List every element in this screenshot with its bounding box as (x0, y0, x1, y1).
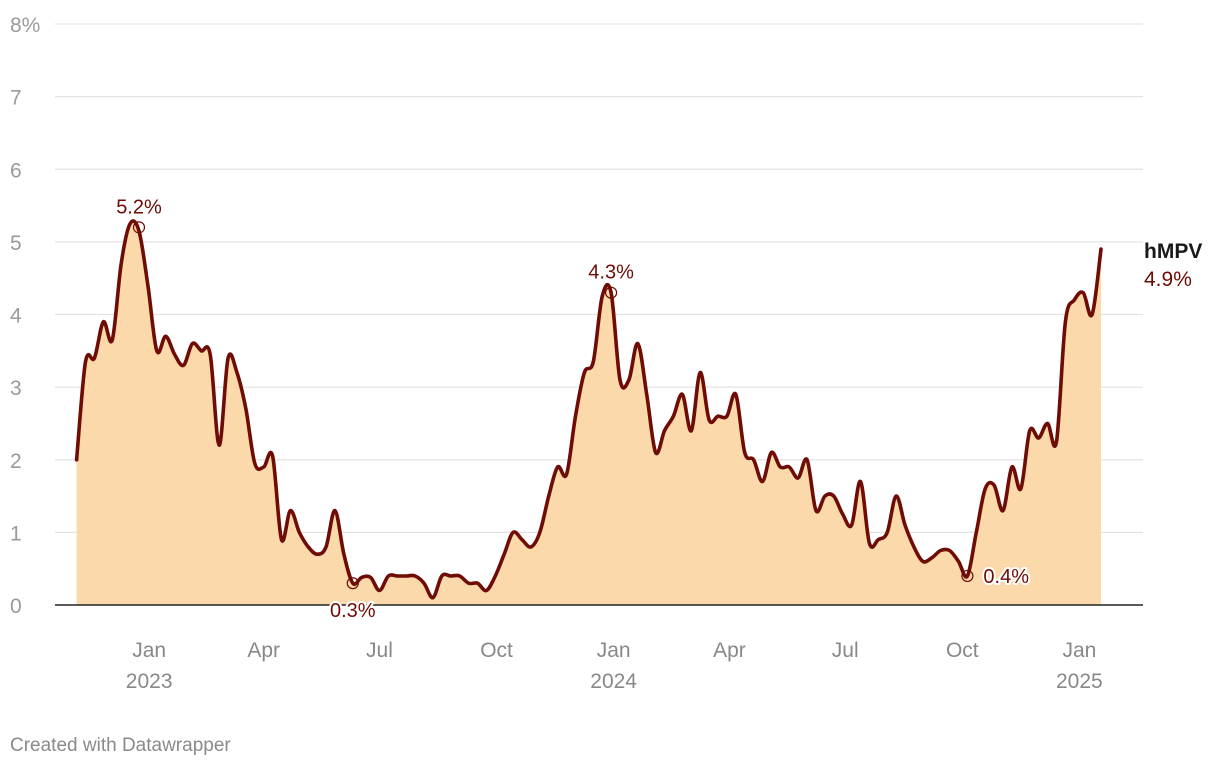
annotation-marker (604, 286, 618, 299)
y-axis-ticks: 0 1 2 3 4 5 6 7 8% (10, 14, 40, 618)
footer-credit: Created with Datawrapper (10, 735, 231, 756)
series-label-name: hMPV (1144, 240, 1202, 263)
y-tick-label: 4 (10, 305, 22, 328)
series-area-hmpv (76, 220, 1102, 606)
x-tick-label: Jan (597, 639, 631, 662)
series-line-hmpv (74, 219, 1103, 600)
y-tick-label: 5 (10, 232, 22, 255)
y-tick-label: 3 (10, 377, 22, 400)
annotations: 5.2% 0.3% 4.3% 0.4% (114, 194, 1031, 624)
y-tick-label: 0 (10, 595, 22, 618)
annotation-label: 4.3% (588, 262, 634, 284)
annotation-label: 0.4% (983, 566, 1029, 588)
x-tick-label: Jan (132, 639, 166, 662)
x-tick-year: 2023 (126, 670, 173, 693)
annotation-label: 5.2% (116, 196, 162, 218)
x-tick-label: Jul (832, 639, 859, 662)
x-tick-label: Oct (480, 639, 513, 662)
x-tick-label: Apr (713, 639, 746, 662)
x-tick-label: Jan (1062, 639, 1096, 662)
y-tick-label: 2 (10, 450, 22, 473)
x-axis-ticks: Jan 2023 Apr Jul Oct Jan 2024 Apr Jul Oct Jan 2025 (126, 639, 1103, 693)
annotation-label: 0.3% (330, 600, 376, 622)
x-tick-year: 2024 (590, 670, 637, 693)
y-tick-label: 6 (10, 159, 22, 182)
y-tick-label: 1 (10, 522, 22, 545)
x-tick-year: 2025 (1056, 670, 1103, 693)
annotation-marker (346, 577, 359, 590)
x-tick-label: Oct (946, 639, 979, 662)
y-tick-label: 8% (10, 14, 40, 37)
annotation-marker (961, 569, 974, 583)
x-tick-label: Jul (366, 639, 393, 662)
annotation-marker (132, 221, 146, 234)
x-tick-label: Apr (247, 639, 280, 662)
series-label-value: 4.9% (1144, 268, 1192, 291)
chart: 0 1 2 3 4 5 6 7 8% 5.2% 0.3% 4.3% 0.4% Jan 2023 Apr Ju… (10, 14, 1202, 693)
y-tick-label: 7 (10, 87, 22, 110)
